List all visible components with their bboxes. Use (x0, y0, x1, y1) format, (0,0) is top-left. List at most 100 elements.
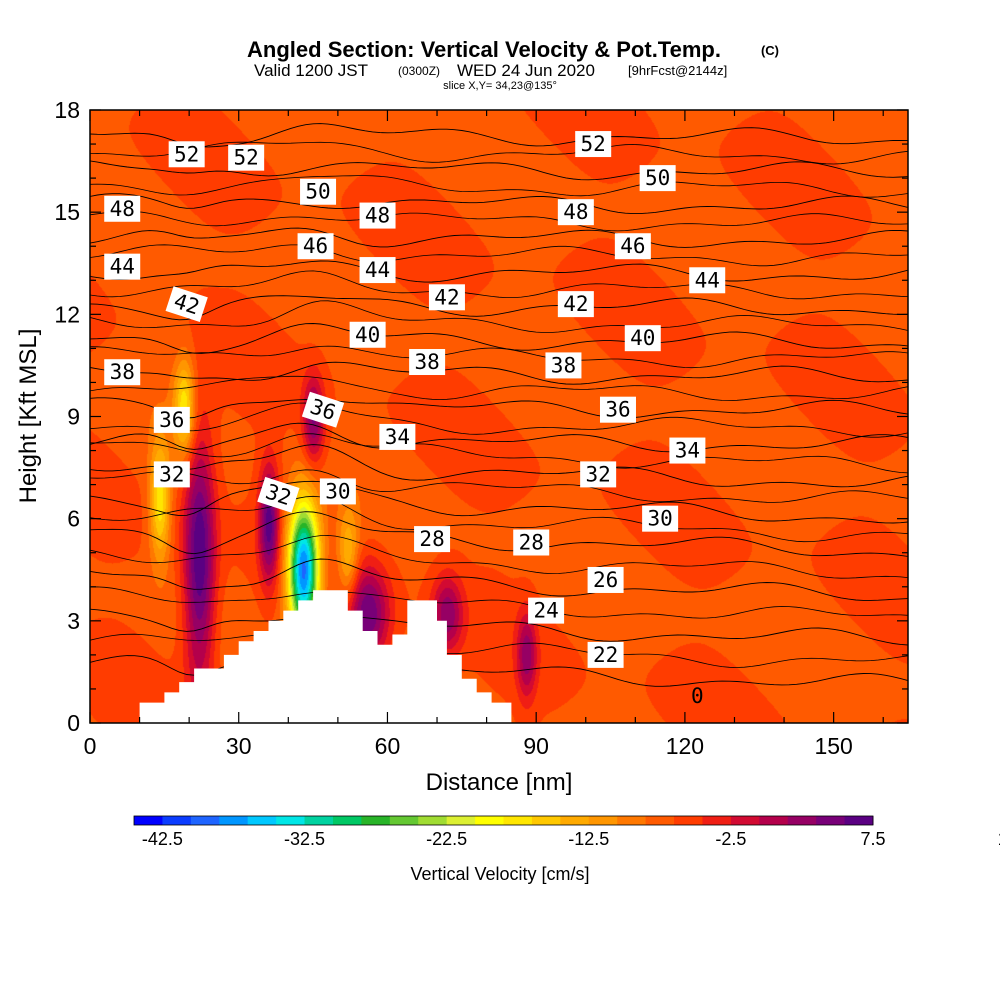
chart-title: Angled Section: Vertical Velocity & Pot.… (247, 37, 721, 62)
isotherm-labels: 52 52 52 50 50 48 48 48 46 46 44 44 44 42 42 42 40 40 38 38… (104, 131, 726, 708)
colorbar-swatch (759, 816, 789, 825)
colorbar-swatch (162, 816, 192, 825)
y-axis-label: Height [Kft MSL] (15, 329, 42, 504)
isotherm-label: 50 (300, 178, 337, 205)
svg-text:36: 36 (159, 408, 184, 432)
isotherm-label: 22 (587, 641, 624, 668)
colorbar-tick-label: -12.5 (568, 829, 609, 849)
isotherm-label: 28 (414, 526, 451, 553)
x-tick-label: 30 (226, 733, 252, 759)
y-tick-label: 3 (67, 608, 80, 634)
terrain-mask (90, 590, 908, 723)
subtitle-zulu: (0300Z) (398, 64, 440, 78)
isotherm-line (90, 141, 908, 165)
isotherm-label: 24 (528, 597, 565, 624)
isotherm-label: 40 (624, 325, 661, 352)
subtitle-valid: Valid 1200 JST (254, 61, 368, 80)
isotherm-label: 44 (689, 267, 726, 294)
svg-text:26: 26 (593, 568, 618, 592)
colorbar-tick-label: -2.5 (715, 829, 746, 849)
svg-text:48: 48 (110, 197, 135, 221)
svg-text:52: 52 (234, 146, 259, 170)
svg-text:48: 48 (365, 204, 390, 228)
isotherm-label: 0 (691, 684, 704, 708)
colorbar-swatch (560, 816, 590, 825)
svg-text:38: 38 (414, 350, 439, 374)
colorbar-swatch (844, 816, 874, 825)
chart-slice-info: slice X,Y= 34,23@135° (443, 80, 557, 92)
y-tick-label: 0 (67, 710, 80, 736)
isotherm-line (90, 323, 908, 354)
velocity-field (90, 110, 908, 723)
isotherm-line (90, 227, 908, 248)
svg-text:28: 28 (419, 527, 444, 551)
isotherm-label: 34 (669, 437, 706, 464)
colorbar-tick-label: -22.5 (426, 829, 467, 849)
svg-text:38: 38 (110, 360, 135, 384)
svg-text:42: 42 (563, 292, 588, 316)
isotherm-label: 38 (545, 352, 582, 379)
isotherm-label: 44 (359, 257, 396, 284)
colorbar-frame (133, 815, 874, 826)
colorbar-tick-label: 17.5 (998, 829, 1000, 849)
colorbar-swatch (730, 816, 760, 825)
x-axis-label: Distance [nm] (426, 769, 573, 796)
isotherm-label: 42 (428, 284, 465, 311)
isotherm-line (90, 193, 908, 215)
svg-text:0: 0 (691, 684, 704, 708)
svg-text:40: 40 (355, 323, 380, 347)
isotherm-lines (90, 123, 908, 687)
svg-text:42: 42 (434, 285, 459, 309)
colorbar-swatch (247, 816, 277, 825)
isotherm-label: 50 (639, 165, 676, 192)
isotherm-line (90, 534, 908, 579)
colorbar-swatch (446, 816, 476, 825)
colorbar-swatch (219, 816, 249, 825)
svg-text:44: 44 (695, 268, 720, 292)
isotherm-line (90, 632, 908, 668)
svg-text:50: 50 (305, 180, 330, 204)
isotherm-line (90, 244, 908, 267)
isotherm-label: 32 (580, 461, 617, 488)
isotherm-line (90, 123, 908, 148)
isotherm-line (90, 433, 908, 474)
isotherm-label: 28 (513, 529, 550, 556)
x-tick-label: 60 (375, 733, 401, 759)
y-tick-label: 12 (54, 301, 80, 327)
isotherm-line (90, 511, 908, 557)
isotherm-line (90, 295, 908, 321)
isotherm-label: 32 (257, 476, 300, 513)
colorbar-swatch (190, 816, 220, 825)
svg-text:32: 32 (159, 462, 184, 486)
isotherm-line (90, 480, 908, 524)
colorbar-swatch (503, 816, 533, 825)
x-tick-label: 120 (666, 733, 704, 759)
isotherm-label: 52 (575, 131, 612, 158)
svg-text:46: 46 (620, 234, 645, 258)
isotherm-line (90, 397, 908, 419)
isotherm-label: 32 (153, 461, 190, 488)
colorbar-tick-label: 7.5 (860, 829, 885, 849)
colorbar-swatch (276, 816, 306, 825)
svg-text:40: 40 (630, 326, 655, 350)
y-tick-label: 6 (67, 506, 80, 532)
isotherm-label: 42 (165, 286, 208, 323)
colorbar-tick-label: -32.5 (284, 829, 325, 849)
isotherm-label: 30 (642, 505, 679, 532)
colorbar-swatch (787, 816, 817, 825)
svg-text:44: 44 (110, 255, 135, 279)
isotherm-label: 38 (409, 349, 446, 376)
subtitle-date: WED 24 Jun 2020 (457, 61, 595, 80)
svg-text:30: 30 (647, 507, 672, 531)
isotherm-line (90, 260, 908, 283)
isotherm-label: 30 (319, 478, 356, 505)
colorbar-swatch (617, 816, 647, 825)
colorbar-label: Vertical Velocity [cm/s] (410, 864, 589, 884)
y-tick-label: 9 (67, 404, 80, 430)
colorbar-swatch (531, 816, 561, 825)
colorbar-tick-label: -42.5 (142, 829, 183, 849)
colorbar-swatch (816, 816, 846, 825)
colorbar-swatch (361, 816, 391, 825)
y-tick-label: 15 (54, 199, 80, 225)
